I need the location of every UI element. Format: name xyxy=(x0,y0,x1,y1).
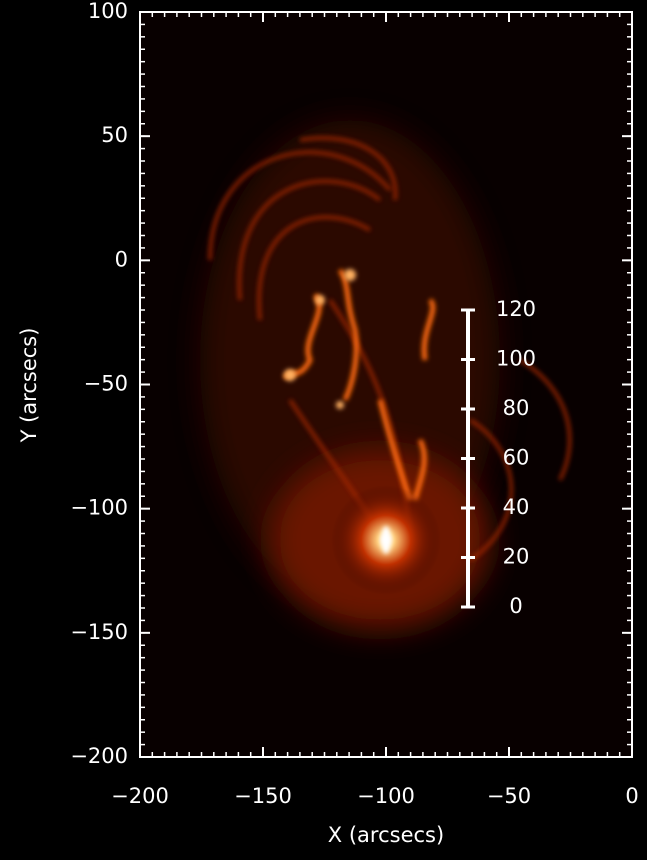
y-tick-label: 50 xyxy=(101,123,128,147)
x-tick-label: −100 xyxy=(357,784,415,808)
scale-bar-label: 80 xyxy=(503,396,530,420)
scale-bar-label: 40 xyxy=(503,495,530,519)
page: {"chart_data": {"type": "image", "xlabel… xyxy=(0,0,647,860)
chart: X (arcsecs) Y (arcsecs) −200 −150 −100 −50 0… xyxy=(0,0,647,860)
scale-bar-label: 20 xyxy=(503,545,530,569)
scale-bar-label: 120 xyxy=(496,297,536,321)
scale-bar-label: 0 xyxy=(509,594,522,618)
y-tick-label: 0 xyxy=(115,247,128,271)
x-axis-label: X (arcsecs) xyxy=(328,823,444,847)
solar-image xyxy=(140,12,632,757)
x-tick-label: 0 xyxy=(625,784,638,808)
x-tick-label: −150 xyxy=(234,784,292,808)
scale-bar-label: 100 xyxy=(496,347,536,371)
x-tick-label: −200 xyxy=(111,784,169,808)
y-axis-label: Y (arcsecs) xyxy=(17,328,41,444)
x-tick-label: −50 xyxy=(487,784,531,808)
scale-bar-label: 60 xyxy=(503,446,530,470)
y-tick-label: −200 xyxy=(70,744,128,768)
y-tick-label: −50 xyxy=(84,372,128,396)
y-tick-label: −100 xyxy=(70,496,128,520)
y-tick-label: 100 xyxy=(88,0,128,23)
y-tick-label: −150 xyxy=(70,620,128,644)
